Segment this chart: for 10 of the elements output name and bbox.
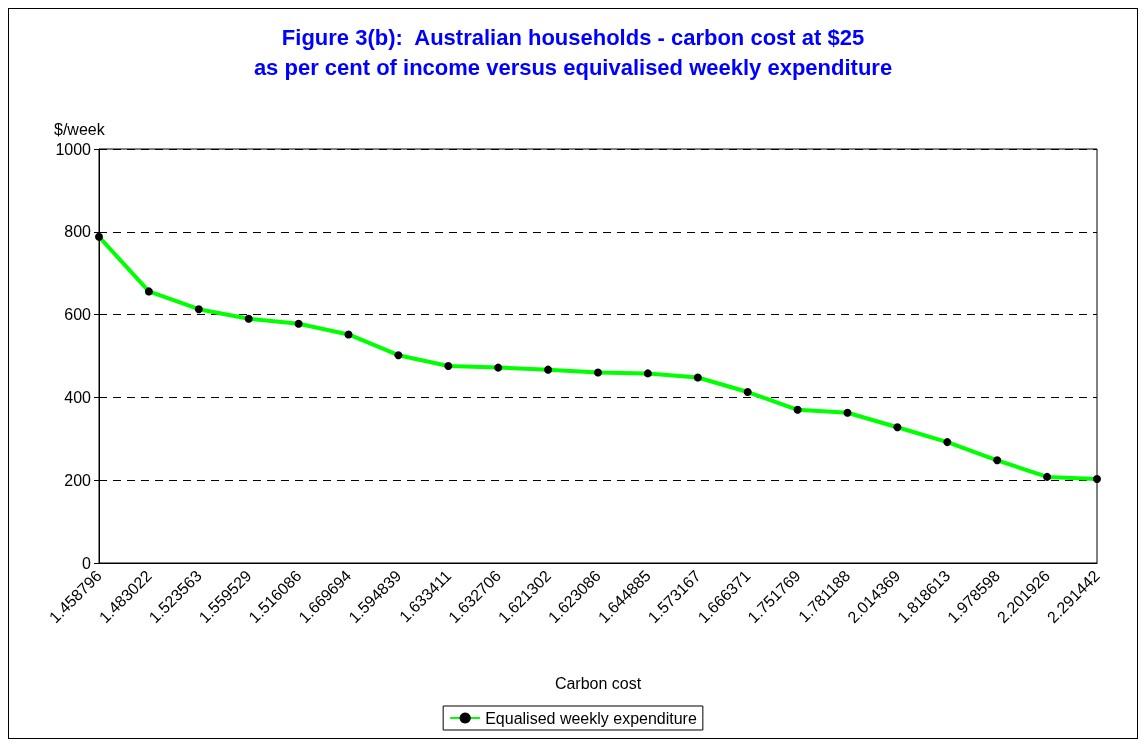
chart-title: Figure 3(b): Australian households - carbon cost at $25 as per cent of income versus equivalised weekly expenditure <box>253 24 893 80</box>
y-tick-label: 400 <box>64 388 92 406</box>
y-axis-title: $/week <box>54 120 106 138</box>
y-tick-label: 800 <box>64 223 92 241</box>
y-tick-label: 600 <box>64 306 92 324</box>
x-axis-title: Carbon cost <box>554 674 642 692</box>
y-tick-label: 1000 <box>55 140 92 158</box>
y-tick-label: 0 <box>82 554 92 572</box>
legend-label: Equalised weekly expenditure <box>485 709 697 727</box>
y-tick-label: 200 <box>64 471 92 489</box>
